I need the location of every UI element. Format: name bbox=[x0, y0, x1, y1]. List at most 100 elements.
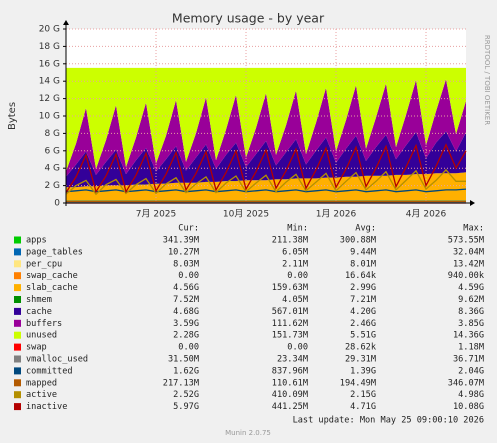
legend-label: mapped bbox=[26, 378, 57, 388]
legend-stat: 3.85G bbox=[458, 319, 484, 329]
legend-stat: 4.68G bbox=[173, 307, 199, 317]
legend-stat: 1.18M bbox=[458, 343, 484, 353]
legend-stat: 4.05M bbox=[282, 295, 308, 305]
legend-label: swap_cache bbox=[26, 271, 78, 281]
legend-stat: 10.27M bbox=[168, 247, 199, 257]
legend-stat: 8.03M bbox=[173, 259, 199, 269]
legend-stat: 5.97G bbox=[173, 402, 199, 412]
legend-swatch bbox=[14, 307, 21, 315]
legend-stat: 29.31M bbox=[345, 355, 376, 365]
legend-stat: 10.08G bbox=[453, 402, 484, 412]
legend-swatch bbox=[14, 355, 21, 363]
legend-label: committed bbox=[26, 366, 73, 376]
line bbox=[65, 188, 467, 193]
legend-stat: 1.62G bbox=[173, 366, 199, 376]
legend-stat: 110.61M bbox=[272, 378, 308, 388]
line bbox=[65, 168, 466, 196]
legend-label: shmem bbox=[26, 295, 52, 305]
legend-label: swap bbox=[26, 343, 47, 353]
legend-header: Avg: bbox=[355, 224, 376, 234]
legend-stat: 9.44M bbox=[350, 247, 376, 257]
legend-stat: 2.15G bbox=[350, 390, 376, 400]
legend-stat: 32.04M bbox=[453, 247, 484, 257]
legend-stat: 7.21M bbox=[350, 295, 376, 305]
legend-header: Max: bbox=[463, 224, 484, 234]
y-axis-label: Bytes bbox=[7, 102, 18, 130]
legend-swatch bbox=[14, 379, 21, 387]
legend-header: Cur: bbox=[178, 224, 199, 234]
area bbox=[66, 79, 466, 177]
last-update: Last update: Mon May 25 09:00:10 2026 bbox=[293, 416, 484, 426]
legend-stat: 0.00 bbox=[287, 271, 308, 281]
legend-stat: 2.52G bbox=[173, 390, 199, 400]
legend-header: Min: bbox=[287, 224, 308, 234]
legend-label: vmalloc_used bbox=[26, 355, 88, 365]
legend-swatch bbox=[14, 248, 21, 256]
legend-stat: 4.98G bbox=[458, 390, 484, 400]
legend-label: apps bbox=[26, 236, 47, 246]
legend-swatch bbox=[14, 236, 21, 244]
legend-stat: 194.49M bbox=[340, 378, 376, 388]
legend-stat: 341.39M bbox=[163, 236, 199, 246]
legend-swatch bbox=[14, 284, 21, 292]
legend-stat: 7.52M bbox=[173, 295, 199, 305]
legend-label: slab_cache bbox=[26, 283, 78, 293]
legend-swatch bbox=[14, 319, 21, 327]
legend-stat: 151.73M bbox=[272, 331, 308, 341]
legend-stat: 2.04G bbox=[458, 366, 484, 376]
legend-stat: 14.36G bbox=[453, 331, 484, 341]
legend-stat: 573.55M bbox=[448, 236, 484, 246]
y-tick-label: 16 G bbox=[39, 59, 60, 69]
legend-stat: 6.05M bbox=[282, 247, 308, 257]
y-tick-label: 12 G bbox=[39, 94, 60, 104]
legend-stat: 4.56G bbox=[173, 283, 199, 293]
legend-swatch bbox=[14, 403, 21, 411]
legend-stat: 4.59G bbox=[458, 283, 484, 293]
x-axis-arrow bbox=[470, 200, 475, 206]
legend-stat: 2.46G bbox=[350, 319, 376, 329]
legend-swatch bbox=[14, 272, 21, 280]
legend-stat: 4.20G bbox=[350, 307, 376, 317]
legend-stat: 441.25M bbox=[272, 402, 308, 412]
footer: Munin 2.0.75 bbox=[225, 429, 271, 437]
legend-stat: 0.00 bbox=[178, 343, 199, 353]
plot bbox=[66, 67, 466, 203]
legend-stat: 567.01M bbox=[272, 307, 308, 317]
legend-stat: 410.09M bbox=[272, 390, 308, 400]
y-tick-label: 14 G bbox=[39, 77, 60, 87]
area bbox=[66, 172, 466, 201]
legend-stat: 16.64k bbox=[345, 271, 377, 281]
legend-stat: 23.34M bbox=[277, 355, 308, 365]
legend-stat: 13.42M bbox=[453, 259, 484, 269]
chart-title: Memory usage - by year bbox=[172, 11, 325, 26]
y-tick-label: 8 G bbox=[44, 129, 60, 139]
legend-label: per_cpu bbox=[26, 259, 62, 269]
area bbox=[66, 67, 466, 172]
y-tick-label: 10 G bbox=[39, 112, 60, 122]
legend-stat: 2.99G bbox=[350, 283, 376, 293]
y-tick-label: 2 G bbox=[44, 181, 60, 191]
x-tick-label: 7月 2025 bbox=[136, 209, 177, 220]
legend-stat: 111.62M bbox=[272, 319, 308, 329]
legend-swatch bbox=[14, 331, 21, 339]
legend-stat: 837.96M bbox=[272, 366, 308, 376]
legend-stat: 4.71G bbox=[350, 402, 376, 412]
legend-label: cache bbox=[26, 307, 52, 317]
legend-stat: 159.63M bbox=[272, 283, 308, 293]
line bbox=[65, 143, 467, 194]
legend-swatch bbox=[14, 296, 21, 303]
legend-stat: 36.71M bbox=[453, 355, 484, 365]
legend-stat: 1.39G bbox=[350, 366, 376, 376]
legend-stat: 217.13M bbox=[163, 378, 199, 388]
legend-stat: 211.38M bbox=[272, 236, 308, 246]
y-tick-label: 4 G bbox=[44, 164, 60, 174]
y-axis-arrow bbox=[63, 20, 69, 25]
legend-label: inactive bbox=[26, 402, 67, 412]
x-tick-label: 4月 2026 bbox=[406, 209, 447, 220]
legend-swatch bbox=[14, 391, 21, 399]
legend-stat: 28.62k bbox=[345, 343, 377, 353]
legend-label: unused bbox=[26, 331, 57, 341]
legend-stat: 940.00k bbox=[448, 271, 485, 281]
legend-stat: 2.28G bbox=[173, 331, 199, 341]
